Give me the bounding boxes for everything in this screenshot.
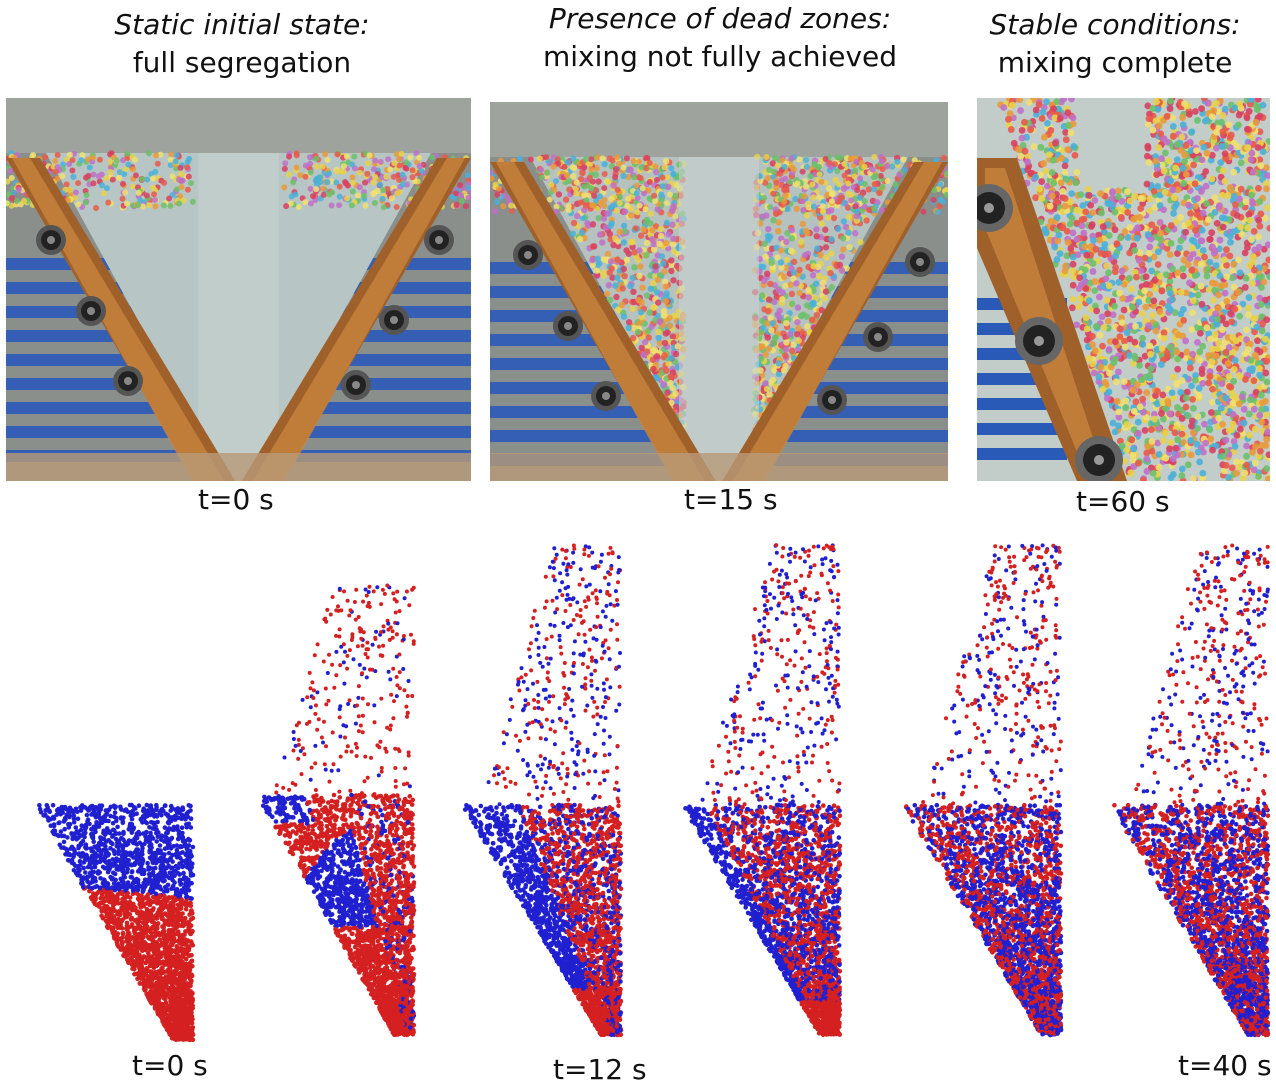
sim-time-label-1: t=12 s [553, 1054, 647, 1086]
sim-time-label-0: t=0 s [132, 1050, 208, 1082]
photo-time-label-0: t=0 s [198, 484, 274, 516]
sim-snapshot-3 [683, 543, 843, 1038]
caption-subtitle: full segregation [62, 44, 422, 82]
photo-stable-conditions [977, 98, 1270, 481]
photo-dead-zones [490, 102, 948, 481]
caption-subtitle: mixing complete [960, 44, 1270, 82]
photo-time-label-2: t=60 s [1076, 486, 1170, 518]
sim-snapshot-0 [37, 802, 196, 1043]
caption-title: Static initial state: [62, 6, 422, 44]
caption-dead-zones: Presence of dead zones: mixing not fully… [500, 0, 940, 76]
photo-initial-state [6, 98, 471, 481]
caption-stable-conditions: Stable conditions: mixing complete [960, 6, 1270, 82]
photo-time-label-1: t=15 s [684, 484, 778, 516]
photo-initial-state-image [6, 98, 471, 481]
sim-time-label-2: t=40 s [1178, 1050, 1272, 1082]
simulation-snapshots [37, 543, 1271, 1043]
sim-snapshot-4 [903, 543, 1064, 1038]
sim-snapshot-2 [462, 543, 624, 1038]
sim-snapshot-1 [260, 583, 417, 1038]
sim-snapshot-5 [1112, 543, 1271, 1038]
caption-subtitle: mixing not fully achieved [500, 38, 940, 76]
caption-title: Presence of dead zones: [500, 0, 940, 38]
caption-initial-state: Static initial state: full segregation [62, 6, 422, 82]
caption-title: Stable conditions: [960, 6, 1270, 44]
photo-stable-conditions-image [977, 98, 1270, 481]
photo-dead-zones-image [490, 102, 948, 481]
